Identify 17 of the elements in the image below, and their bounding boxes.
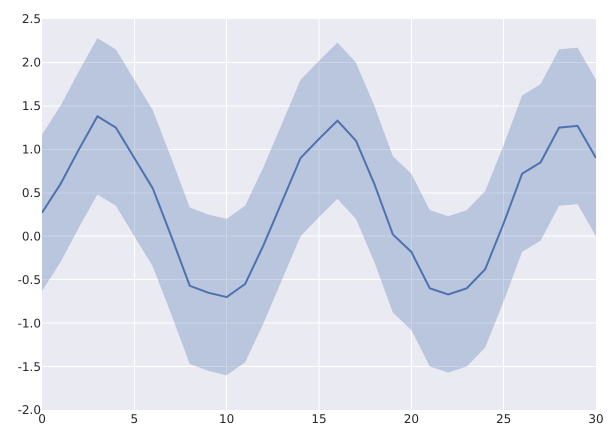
x-tick-label: 25	[496, 412, 512, 426]
y-tick-label: 1.5	[22, 99, 41, 114]
x-tick-label: 10	[219, 412, 234, 426]
y-tick-label: -1.5	[18, 360, 41, 374]
x-tick-label: 0	[38, 412, 46, 426]
x-tick-label: 30	[588, 412, 604, 426]
x-tick-label: 5	[130, 412, 138, 426]
y-tick-label: 1.0	[22, 142, 41, 157]
x-tick-label: 15	[311, 412, 327, 426]
y-tick-label: 2.5	[22, 12, 41, 26]
line-series	[42, 115, 596, 298]
y-tick-label: 0.0	[22, 229, 41, 244]
y-tick-label: 0.5	[22, 186, 41, 200]
y-tick-label: 2.0	[22, 56, 41, 70]
y-tick-label: -0.5	[18, 272, 41, 287]
x-tick-label: 20	[404, 412, 419, 426]
y-tick-label: -1.0	[18, 316, 41, 330]
